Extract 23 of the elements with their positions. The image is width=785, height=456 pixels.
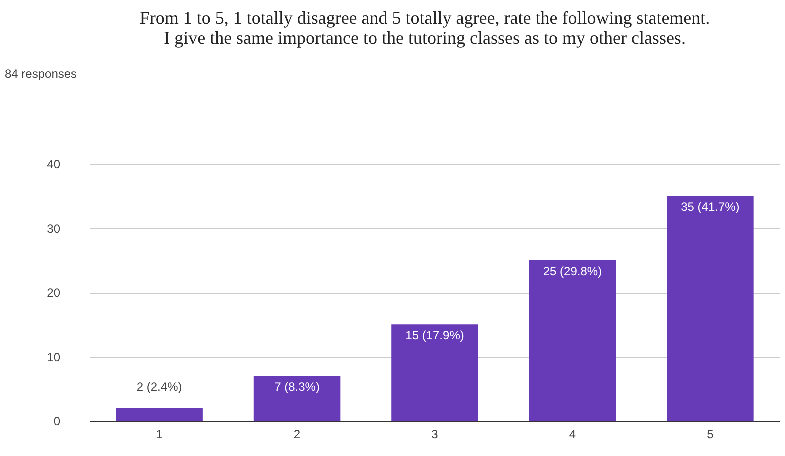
data-label: 25 (29.8%) xyxy=(543,264,602,278)
y-tick-label: 10 xyxy=(47,350,61,364)
x-tick-label: 5 xyxy=(707,428,714,442)
x-tick-label: 4 xyxy=(569,428,576,442)
data-label: 2 (2.4%) xyxy=(136,380,182,394)
text: 84 responses xyxy=(5,67,78,81)
text: From 1 to 5, 1 totally disagree and 5 totally agree, rate the following statement. xyxy=(140,8,710,28)
bar xyxy=(529,260,616,421)
y-tick-label: 30 xyxy=(47,222,61,236)
x-tick-label: 3 xyxy=(432,428,439,442)
data-label: 7 (8.3%) xyxy=(274,380,320,394)
x-tick-label: 2 xyxy=(294,428,301,442)
y-tick-label: 40 xyxy=(47,158,61,172)
y-tick-label: 20 xyxy=(47,286,61,300)
y-tick-label: 0 xyxy=(54,414,61,428)
text: I give the same importance to the tutoring classes as to my other classes. xyxy=(164,28,686,48)
bar xyxy=(392,324,478,421)
data-label: 15 (17.9%) xyxy=(406,328,464,343)
bar xyxy=(254,376,341,421)
data-label: 35 (41.7%) xyxy=(681,200,740,214)
bar xyxy=(667,196,754,421)
bar xyxy=(116,408,203,421)
x-tick-label: 1 xyxy=(156,428,164,442)
